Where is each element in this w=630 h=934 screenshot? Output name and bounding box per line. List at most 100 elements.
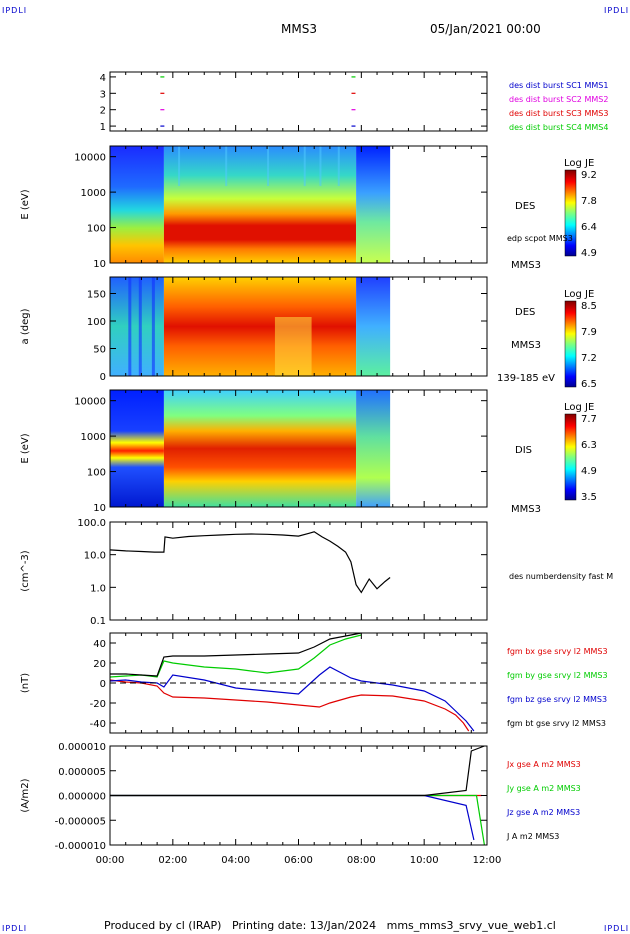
spectrogram-post-dis_energy <box>356 390 391 507</box>
y-tick-label-des_energy: 10 <box>93 259 106 270</box>
legend-entry-burst: des dist burst SC2 MMS2 <box>509 95 608 104</box>
x-tick-label: 00:00 <box>96 855 125 866</box>
colorbar-tick-label-des_pitch: 6.5 <box>581 379 597 390</box>
colorbar-title-des_pitch: Log JE <box>564 289 594 300</box>
corner-label-top-left: IPDLI <box>2 6 28 15</box>
colorbar-tick-label-des_energy: 9.2 <box>581 170 597 181</box>
spectrogram-pre-des_pitch <box>110 277 164 376</box>
y-tick-label-density: 1.0 <box>90 583 106 594</box>
x-tick-label: 02:00 <box>158 855 187 866</box>
y-tick-label-dis_energy: 100 <box>87 468 106 479</box>
y-tick-label-magnetic_field: -20 <box>90 699 106 710</box>
spectrogram-streak <box>267 146 270 186</box>
spectrogram-patch <box>274 317 312 377</box>
y-tick-label-des_pitch: 100 <box>87 317 106 328</box>
spectrogram-streak <box>138 277 142 376</box>
legend-entry-density: des numberdensity fast M <box>509 572 613 581</box>
legend-entry-current: Jx gse A m2 MMS3 <box>506 760 581 769</box>
panel-label-instrument: DES <box>515 201 535 212</box>
series-line-density <box>109 531 391 594</box>
corner-label-bottom-right: IPDLI <box>604 924 630 933</box>
y-axis-label-magnetic_field: (nT) <box>20 673 31 693</box>
series-line-magnetic_field <box>109 634 362 678</box>
colorbar-tick-label-des_pitch: 8.5 <box>581 301 597 312</box>
spectrogram-streak <box>151 277 155 376</box>
y-axis-label-dis_energy: E (eV) <box>20 433 31 463</box>
series-line-current_density <box>110 794 485 846</box>
colorbar-tick-label-dis_energy: 7.7 <box>581 414 597 425</box>
x-tick-label: 08:00 <box>347 855 376 866</box>
y-tick-label-burst_availability: 1 <box>100 122 106 133</box>
spectrogram-streak <box>128 277 132 376</box>
spacecraft-title: MMS3 <box>281 22 317 36</box>
panel-label-energy-range: 139-185 eV <box>497 373 555 384</box>
colorbar-des_pitch <box>564 300 577 388</box>
corner-label-bottom-left: IPDLI <box>2 924 28 933</box>
y-tick-label-des_pitch: 0 <box>100 372 106 383</box>
series-line-magnetic_field <box>109 666 475 732</box>
y-tick-label-magnetic_field: 20 <box>93 659 106 670</box>
legend-entry-burst: des dist burst SC4 MMS4 <box>509 123 608 132</box>
y-axis-label-des_energy: E (eV) <box>20 189 31 219</box>
colorbar-dis_energy <box>564 413 577 501</box>
y-tick-label-magnetic_field: 0 <box>100 679 106 690</box>
colorbar-title-des_energy: Log JE <box>564 158 594 169</box>
y-tick-label-des_energy: 1000 <box>81 188 106 199</box>
y-tick-label-density: 100.0 <box>77 518 106 529</box>
corner-label-top-right: IPDLI <box>604 6 630 15</box>
y-tick-label-des_pitch: 150 <box>87 290 106 301</box>
colorbar-tick-label-des_energy: 4.9 <box>581 248 597 259</box>
y-tick-label-magnetic_field: 40 <box>93 639 106 650</box>
colorbar-tick-label-dis_energy: 3.5 <box>581 492 597 503</box>
colorbar-tick-label-des_pitch: 7.9 <box>581 327 597 338</box>
y-axis-label-des_pitch: a (deg) <box>20 308 31 344</box>
legend-entry-field: fgm bt gse srvy l2 MMS3 <box>507 719 606 728</box>
spectrogram-streak <box>337 146 340 186</box>
y-tick-label-burst_availability: 4 <box>100 73 106 84</box>
spectrogram-post-des_energy <box>356 146 391 263</box>
colorbar-tick-label-des_energy: 6.4 <box>581 222 597 233</box>
legend-entry-field: fgm bx gse srvy l2 MMS3 <box>507 647 608 656</box>
y-tick-label-burst_availability: 3 <box>100 89 106 100</box>
colorbar-tick-label-des_energy: 7.8 <box>581 196 597 207</box>
y-tick-label-current_density: 0.000010 <box>58 742 106 753</box>
series-line-current_density <box>110 794 475 841</box>
series-line-magnetic_field <box>110 632 362 677</box>
panel-label-overlay: edp scpot MMS3 <box>507 234 573 243</box>
spectrogram-main-dis_energy <box>163 390 357 507</box>
y-tick-label-current_density: 0.000005 <box>58 767 106 778</box>
spectrogram-streak <box>319 146 322 186</box>
spectrogram-pre-dis_energy <box>110 390 164 507</box>
spectrogram-streak <box>225 146 228 186</box>
spectrogram-main-des_energy <box>163 146 357 263</box>
legend-entry-current: J A m2 MMS3 <box>506 832 559 841</box>
spectrogram-main-des_pitch <box>163 277 357 376</box>
y-tick-label-dis_energy: 1000 <box>81 432 106 443</box>
legend-entry-current: Jy gse A m2 MMS3 <box>506 784 581 793</box>
spectrogram-pre-des_energy <box>110 146 164 263</box>
colorbar-tick-label-dis_energy: 6.3 <box>581 440 597 451</box>
panel-label-instrument: DIS <box>515 445 532 456</box>
x-tick-label: 10:00 <box>410 855 439 866</box>
spectrogram-post-des_pitch <box>356 277 391 376</box>
panel-label-spacecraft: MMS3 <box>511 340 541 351</box>
legend-entry-field: fgm by gse srvy l2 MMS3 <box>507 671 608 680</box>
colorbar-tick-label-dis_energy: 4.9 <box>581 466 597 477</box>
legend-entry-burst: des dist burst SC3 MMS3 <box>509 109 608 118</box>
y-tick-label-magnetic_field: -40 <box>90 719 106 730</box>
x-tick-label: 06:00 <box>284 855 313 866</box>
spectrogram-streak <box>178 146 181 186</box>
series-line-current_density <box>110 745 485 797</box>
panel-label-spacecraft: MMS3 <box>511 504 541 515</box>
y-tick-label-dis_energy: 10000 <box>74 397 106 408</box>
x-tick-label: 12:00 <box>473 855 502 866</box>
colorbar-des_energy <box>564 169 577 257</box>
y-tick-label-des_pitch: 50 <box>93 345 106 356</box>
series-line-magnetic_field <box>109 679 470 732</box>
panel-label-spacecraft: MMS3 <box>511 260 541 271</box>
y-tick-label-des_energy: 100 <box>87 224 106 235</box>
date-time-title: 05/Jan/2021 00:00 <box>430 22 541 36</box>
panel-label-instrument: DES <box>515 307 535 318</box>
y-tick-label-burst_availability: 2 <box>100 106 106 117</box>
